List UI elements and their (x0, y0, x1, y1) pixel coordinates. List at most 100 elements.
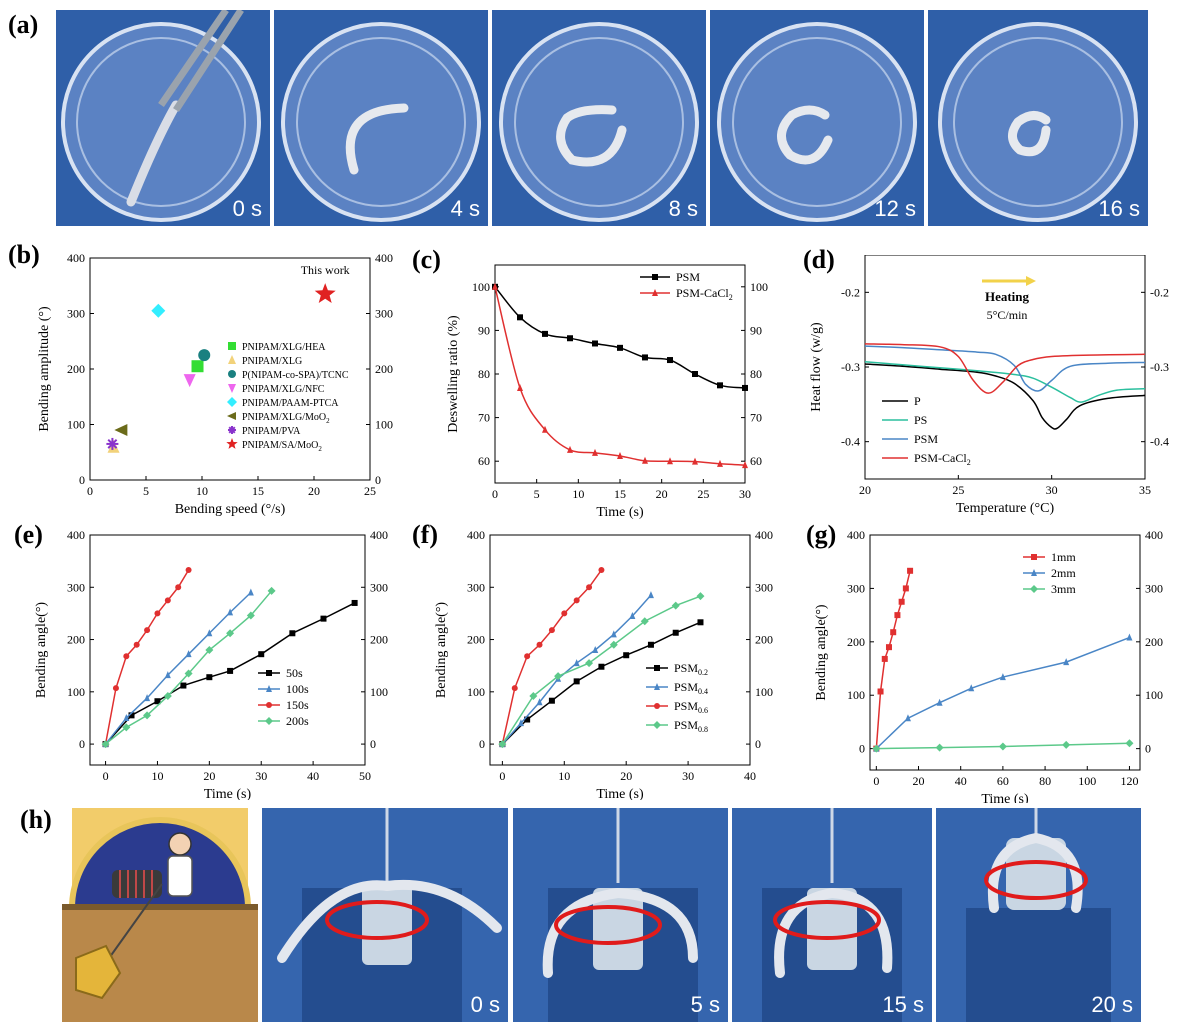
series-line (875, 636, 1130, 750)
frame-time: 0 s (232, 196, 262, 221)
series-line (104, 591, 252, 745)
series-PSM0.2 (499, 619, 704, 748)
series-1mm (873, 567, 914, 752)
y-tick-label-right: -0.2 (1150, 285, 1169, 299)
data-point (998, 742, 1007, 751)
y-tick-label: 60 (478, 454, 490, 468)
axes: 0 20 40 60 80 100 120 0 0 100 100 200 200 300 300 400 40… (814, 528, 1163, 803)
data-point (742, 461, 748, 469)
y-tick-label: 200 (67, 362, 85, 376)
x-tick-label: 20 (308, 484, 320, 498)
x-tick-label: 15 (252, 484, 264, 498)
chart-g: 0 20 40 60 80 100 120 0 0 100 100 200 200 300 300 400 40… (814, 528, 1163, 803)
panel-c-label: (c) (412, 245, 441, 274)
y-tick-label-right: 200 (370, 633, 388, 647)
x-axis-label: Temperature (°C) (956, 501, 1055, 516)
data-point (554, 672, 563, 681)
legend-label: 50s (286, 666, 303, 680)
data-point (163, 692, 172, 700)
legend-marker (226, 438, 238, 449)
heating-rate-label: 5°C/min (987, 308, 1028, 322)
series-line (501, 569, 603, 745)
y-tick-label-right: 100 (375, 418, 393, 432)
x-tick-label: 0 (87, 484, 93, 498)
series-100s (102, 588, 254, 748)
data-point (511, 685, 518, 692)
legend-label: PSM (914, 432, 938, 446)
data-point (610, 630, 617, 638)
photo-frame-4s: 4 s (274, 10, 488, 226)
x-tick-label: 20 (656, 487, 668, 501)
data-point (246, 611, 255, 620)
x-tick-label: 60 (997, 774, 1009, 788)
series-3mm (872, 739, 1134, 753)
legend-label: PSM0.8 (674, 718, 708, 734)
data-point (592, 340, 598, 347)
series-line (864, 361, 1146, 403)
y-tick-label-right: 300 (370, 580, 388, 594)
y-tick-label: 90 (478, 323, 490, 337)
axes: 0 10 20 30 40 50 0 0 100 100 200 200 300 300 400 400 Tim… (34, 528, 388, 800)
photo-frame-8s: 8 s (492, 10, 706, 226)
data-point (642, 354, 648, 361)
data-point (640, 617, 649, 626)
data-point (185, 567, 192, 574)
legend: PNIPAM/XLG/HEA PNIPAM/XLG P(NIPAM-co-SPA)/… (226, 342, 349, 453)
legend-label: PSM (676, 270, 700, 284)
legend-label: PSM0.6 (674, 699, 708, 715)
data-point (143, 711, 152, 720)
x-tick-label: 100 (1078, 774, 1096, 788)
data-point (1062, 740, 1071, 749)
data-point (935, 743, 944, 752)
y-tick-label-right: 60 (750, 454, 762, 468)
legend-label: PSM-CaCl2 (914, 451, 971, 467)
data-point (872, 744, 881, 753)
y-tick-label: 400 (847, 528, 865, 542)
point-PNIPAM/PVA (106, 437, 119, 450)
data-point (351, 599, 358, 606)
y-tick-label: 300 (847, 581, 865, 595)
legend-marker (654, 683, 660, 690)
data-point (877, 688, 884, 695)
x-tick-label: 50 (359, 769, 371, 783)
legend-label: 1mm (1051, 550, 1076, 564)
data-point (175, 584, 182, 591)
y-tick-label: 400 (467, 528, 485, 542)
plot-frame (869, 534, 1141, 771)
legend-marker (228, 355, 236, 364)
legend-marker (1030, 585, 1038, 593)
frame-time: 4 s (450, 196, 480, 221)
legend-label: 100s (286, 682, 309, 696)
legend-label: PSM-CaCl2 (676, 286, 733, 302)
heating-arrowhead (1026, 276, 1036, 286)
photo-frame-12s: 12 s (710, 10, 924, 226)
chart-e: 0 10 20 30 40 50 0 0 100 100 200 200 300 300 400 400 Tim… (34, 528, 388, 800)
legend-marker (654, 665, 660, 671)
y-tick-label-right: 300 (1145, 581, 1163, 595)
data-point (902, 585, 909, 592)
data-point (585, 659, 594, 668)
data-point (1125, 739, 1134, 748)
plot-frame (489, 534, 751, 766)
data-point (647, 641, 654, 648)
legend-marker (266, 685, 272, 692)
legend-marker (652, 274, 658, 280)
y-tick-label-right: 100 (1145, 688, 1163, 702)
legend: P PS PSM PSM-CaCl2 (882, 394, 971, 467)
legend-label: PNIPAM/XLG/NFC (242, 384, 325, 395)
data-point (667, 457, 673, 465)
data-point (205, 646, 214, 654)
petri-dish-image (710, 10, 924, 226)
legend-label: 2mm (1051, 566, 1076, 580)
data-point (573, 597, 580, 604)
y-tick-label: 100 (67, 685, 85, 699)
point-P(NIPAM-co-SPA)/TCNC (198, 349, 211, 362)
series-PSM (864, 345, 1146, 392)
point-PNIPAM/SA/MoO2 (314, 283, 336, 303)
y-tick-label: 0 (79, 737, 85, 751)
legend-marker (265, 717, 273, 725)
y-tick-label-right: 80 (750, 367, 762, 381)
data-point (742, 384, 748, 391)
legend-marker (228, 342, 236, 350)
